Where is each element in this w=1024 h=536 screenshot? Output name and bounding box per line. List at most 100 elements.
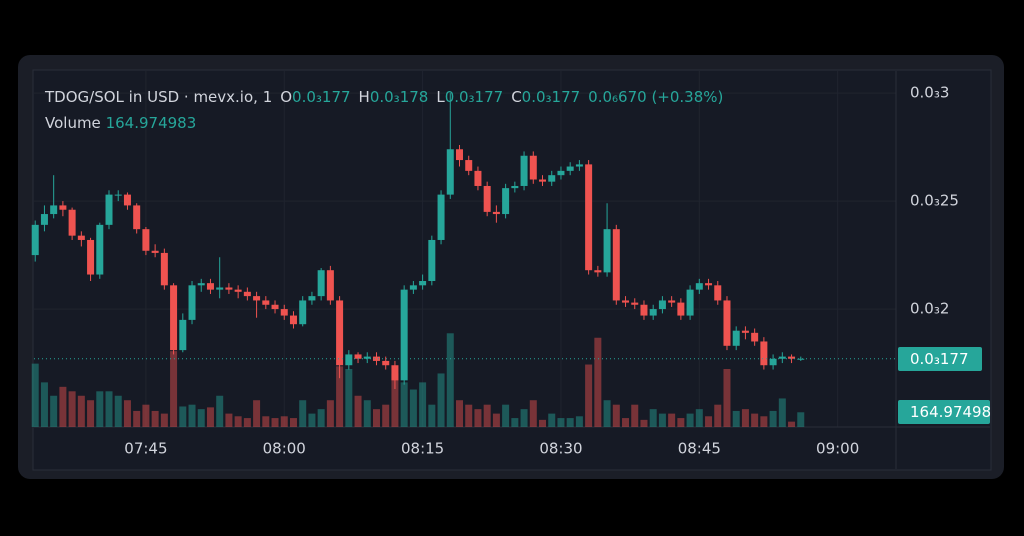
- volume-value: 164.974983: [105, 114, 197, 132]
- volume-bar: [640, 419, 648, 427]
- volume-bar: [456, 400, 463, 427]
- volume-bar: [234, 416, 242, 427]
- candle-body: [695, 283, 703, 290]
- candle-body: [557, 170, 565, 176]
- candle-body: [446, 149, 454, 195]
- volume-bar: [299, 400, 307, 427]
- volume-bar: [741, 409, 749, 427]
- volume-bar: [409, 389, 417, 427]
- candle-body: [492, 211, 500, 215]
- candle-body: [299, 300, 307, 325]
- volume-bar: [797, 412, 805, 427]
- candle-body: [686, 289, 694, 316]
- ohlc-key: C: [511, 88, 522, 106]
- volume-bar: [649, 409, 657, 427]
- candle-body: [188, 285, 196, 320]
- candle-body: [631, 302, 639, 305]
- candle-body: [372, 356, 380, 361]
- candle-body: [87, 239, 95, 275]
- candle-body: [160, 252, 168, 286]
- candle-body: [206, 283, 214, 290]
- volume-bar: [751, 413, 759, 427]
- ohlc-key: O: [280, 88, 293, 106]
- candle-body: [68, 209, 76, 236]
- candle-body: [400, 289, 408, 381]
- candle-body: [741, 330, 749, 333]
- candle-body: [326, 270, 334, 301]
- candle-body: [123, 194, 131, 206]
- candle-body: [363, 356, 371, 359]
- volume-bar: [529, 400, 537, 427]
- volume-bar: [40, 382, 48, 427]
- volume-bar: [631, 404, 639, 427]
- ohlc-value: 0.0₃177: [292, 88, 351, 106]
- candle-body: [788, 356, 796, 359]
- volume-bar: [354, 395, 362, 427]
- y-tick-label: 0.0₃25: [910, 192, 959, 210]
- volume-bar: [594, 337, 602, 427]
- candle-body: [197, 283, 205, 286]
- volume-bar: [446, 333, 454, 427]
- volume-bar: [732, 410, 740, 427]
- candle-body: [308, 296, 316, 301]
- volume-bar: [105, 391, 113, 427]
- legend: TDOG/SOL in USD · mevx.io, 1 O0.0₃177 H0.0…: [45, 84, 723, 136]
- candle-body: [502, 188, 510, 215]
- candle-body: [253, 296, 261, 301]
- candle-body: [566, 166, 574, 171]
- candle-body: [409, 285, 417, 290]
- candle-body: [465, 160, 473, 171]
- volume-bar: [769, 410, 777, 427]
- ohlc-value: 0.0₃178: [369, 88, 429, 106]
- ohlc-key: L: [436, 88, 445, 106]
- candle-body: [732, 330, 740, 346]
- price-box: 0.0₃177: [898, 346, 982, 371]
- candle-body: [382, 360, 390, 366]
- candle-body: [271, 304, 279, 310]
- x-tick-label: 08:00: [263, 440, 306, 458]
- y-tick-label: 0.0₃2: [910, 300, 949, 318]
- candle-body: [289, 315, 297, 325]
- volume-bar: [483, 404, 491, 427]
- candle-body: [354, 354, 362, 359]
- volume-bar: [31, 363, 39, 427]
- x-tick-label: 08:30: [539, 440, 582, 458]
- volume-bar: [225, 413, 233, 427]
- volume-bar: [428, 404, 436, 427]
- volume-bar: [188, 404, 196, 427]
- volume-bar: [548, 413, 556, 427]
- x-tick-label: 09:00: [816, 440, 859, 458]
- candle-body: [391, 365, 399, 381]
- volume-bar: [170, 351, 178, 427]
- candle-body: [428, 239, 436, 282]
- volume-bar: [760, 416, 768, 427]
- volume-bar: [400, 382, 408, 427]
- candle-body: [336, 300, 344, 366]
- ohlc-value: 0.0₃177: [521, 88, 581, 106]
- candle-body: [658, 300, 666, 310]
- volume-bar: [511, 418, 519, 427]
- candle-body: [723, 300, 731, 346]
- candle-body: [96, 224, 104, 275]
- volume-bar: [114, 395, 122, 427]
- candle-body: [456, 149, 463, 161]
- candle-body: [31, 224, 39, 256]
- volume-bar: [280, 416, 288, 427]
- volume-bar: [123, 400, 131, 427]
- candle-body: [133, 205, 141, 230]
- volume-bar: [492, 413, 500, 427]
- candle-body: [539, 179, 547, 182]
- volume-bar: [336, 366, 344, 427]
- candle-body: [280, 309, 288, 316]
- candle-body: [114, 194, 122, 196]
- volume-bar: [59, 386, 67, 427]
- candle-body: [483, 185, 491, 212]
- volume-bar: [603, 400, 611, 427]
- volume-bar: [658, 413, 666, 427]
- volume-bar: [539, 419, 547, 427]
- candle-body: [751, 332, 759, 342]
- volume-bar: [206, 407, 214, 427]
- candle-body: [548, 175, 556, 182]
- candle-body: [575, 164, 583, 167]
- candle-body: [40, 214, 48, 225]
